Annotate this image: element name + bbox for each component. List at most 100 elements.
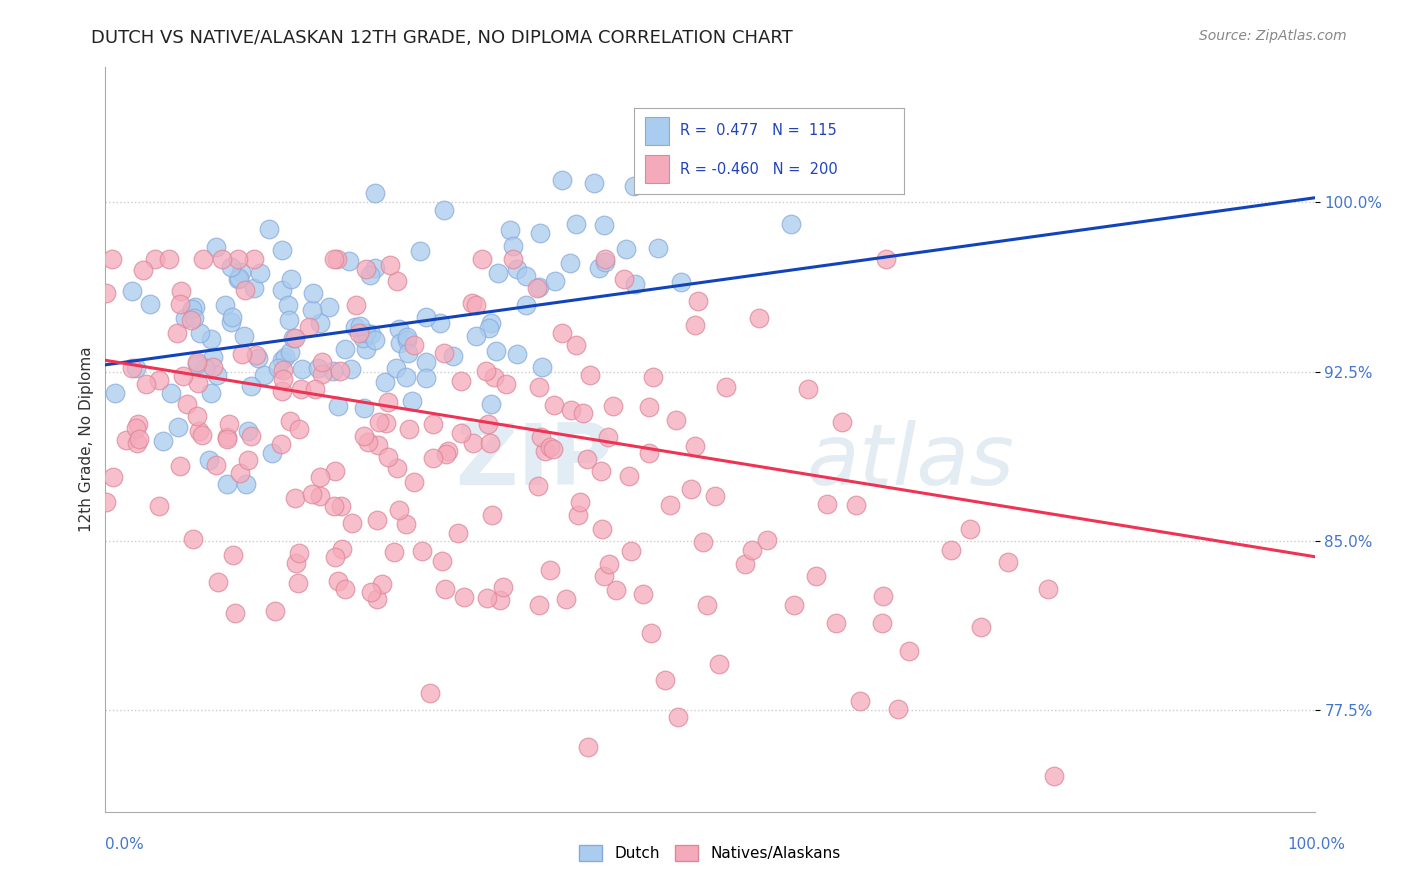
Point [620,544,643,558]
Point [551,326,574,341]
Point [364,261,387,276]
Point [271,284,294,298]
Point [207,574,229,589]
Point [200,386,222,401]
Point [530,359,553,374]
Point [527,598,550,612]
Point [589,464,612,478]
Point [346,298,368,312]
Point [683,439,706,453]
Point [366,512,388,526]
Point [284,491,307,505]
Point [96,494,118,508]
Point [478,321,501,335]
Point [475,364,498,378]
Point [613,271,636,285]
Point [104,386,127,401]
Point [481,508,503,522]
Point [201,360,224,375]
Point [181,532,204,546]
Point [783,598,806,612]
Point [253,368,276,382]
Point [232,329,254,343]
Point [415,310,437,325]
Point [308,316,330,330]
Point [353,429,375,443]
Point [352,331,374,345]
Point [308,489,330,503]
Point [515,298,537,312]
Point [326,574,349,588]
Point [287,576,309,591]
Point [432,554,454,568]
Point [591,522,613,536]
Text: Source: ZipAtlas.com: Source: ZipAtlas.com [1199,29,1347,43]
Point [875,252,897,266]
Point [219,315,242,329]
Point [367,437,389,451]
Point [495,376,517,391]
Point [602,400,624,414]
Point [290,382,312,396]
Point [357,435,380,450]
Text: 0.0%: 0.0% [105,838,145,852]
Point [567,508,589,523]
Point [287,422,309,436]
Point [180,301,202,316]
Point [217,432,239,446]
Point [617,468,640,483]
Point [188,424,211,438]
Point [169,459,191,474]
Point [696,598,718,612]
Point [243,252,266,266]
Point [280,272,302,286]
Point [419,686,441,700]
Point [433,202,456,217]
Text: DUTCH VS NATIVE/ALASKAN 12TH GRADE, NO DIPLOMA CORRELATION CHART: DUTCH VS NATIVE/ALASKAN 12TH GRADE, NO D… [91,29,793,46]
Point [188,326,211,340]
Point [422,450,444,465]
Point [228,271,250,285]
Point [239,378,262,392]
Point [127,417,149,431]
Point [371,576,394,591]
Point [887,702,910,716]
Point [366,592,388,607]
Point [477,591,499,605]
Point [191,427,214,442]
Point [380,258,402,272]
Point [1042,769,1064,783]
Point [322,364,344,378]
Point [692,535,714,549]
Point [450,425,472,440]
Point [326,400,349,414]
Point [228,252,250,266]
Point [388,503,411,517]
Point [301,487,323,501]
Point [647,241,669,255]
Point [231,265,253,279]
Text: 100.0%: 100.0% [1288,838,1346,852]
Point [489,593,512,607]
Point [125,436,148,450]
Point [226,272,249,286]
Point [592,218,614,232]
Point [1038,582,1060,596]
Point [318,301,340,315]
Point [285,557,308,571]
Point [409,244,432,259]
Point [506,347,529,361]
Point [229,466,252,480]
Point [205,368,228,382]
Point [576,739,599,754]
Point [235,477,257,491]
Point [499,223,522,237]
Point [247,351,270,365]
Point [387,274,409,288]
Point [530,430,553,444]
Point [267,361,290,376]
Point [970,620,993,634]
Point [382,544,405,558]
Point [447,526,470,541]
Point [311,367,333,381]
